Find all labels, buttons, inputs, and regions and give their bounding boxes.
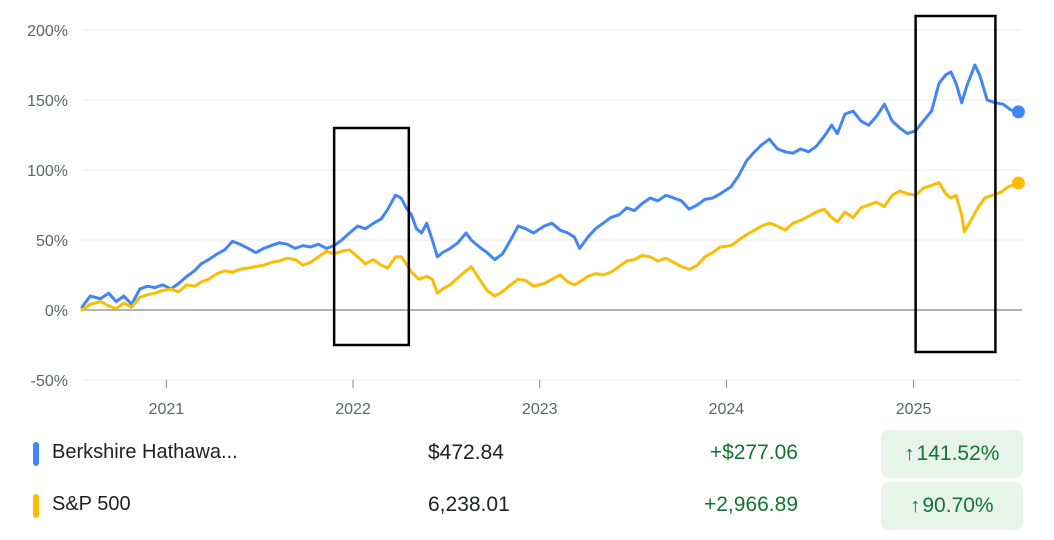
series-line-1 <box>80 181 1020 312</box>
berkshire-price: $472.84 <box>428 441 504 464</box>
series-line-0 <box>80 63 1020 309</box>
legend-row-sp500[interactable]: S&P 500 6,238.01 +2,966.89 ↑ 90.70% <box>0 480 1054 532</box>
y-tick-label: 50% <box>36 233 68 250</box>
x-tick-label: 2021 <box>149 401 185 418</box>
sp500-change: +2,966.89 <box>703 493 798 516</box>
berkshire-percent: 141.52% <box>916 442 1000 465</box>
sp500-price: 6,238.01 <box>428 493 510 516</box>
y-tick-label: 100% <box>27 163 68 180</box>
berkshire-name: Berkshire Hathawa... <box>52 441 238 463</box>
series-lines <box>80 63 1025 312</box>
series-endpoint-1 <box>1011 176 1025 190</box>
arrow-up-icon: ↑ <box>910 494 921 517</box>
series-endpoint-0 <box>1011 105 1025 119</box>
legend-row-berkshire[interactable]: Berkshire Hathawa... $472.84 +$277.06 ↑ … <box>0 428 1054 480</box>
y-tick-label: 0% <box>45 303 68 320</box>
y-axis-ticks: 200% 150% 100% 50% 0% -50% <box>27 23 68 390</box>
berkshire-percent-badge: ↑ 141.52% <box>881 430 1023 478</box>
x-axis-ticks: 2021 2022 2023 2024 2025 <box>149 380 932 418</box>
annotation-boxes <box>332 14 997 354</box>
comparison-line-chart: 200%150%100%50%0%-50% 2021 2022 2023 2024 20… <box>27 14 1025 418</box>
x-tick-label: 2024 <box>709 401 745 418</box>
y-tick-label: -50% <box>31 373 68 390</box>
sp500-color-swatch <box>33 494 39 518</box>
y-tick-label: 200% <box>27 23 68 40</box>
sp500-name: S&P 500 <box>52 493 131 515</box>
y-tick-label: 150% <box>27 93 68 110</box>
annotation-rectangle <box>332 126 411 347</box>
x-tick-label: 2025 <box>896 401 932 418</box>
sp500-percent-badge: ↑ 90.70% <box>881 482 1023 530</box>
berkshire-color-swatch <box>33 442 39 466</box>
x-tick-label: 2022 <box>335 401 371 418</box>
x-tick-label: 2023 <box>522 401 558 418</box>
gridlines <box>82 29 1022 381</box>
berkshire-change: +$277.06 <box>709 441 798 464</box>
annotation-rectangle <box>914 14 997 354</box>
arrow-up-icon: ↑ <box>904 442 915 465</box>
sp500-percent: 90.70% <box>922 494 994 517</box>
